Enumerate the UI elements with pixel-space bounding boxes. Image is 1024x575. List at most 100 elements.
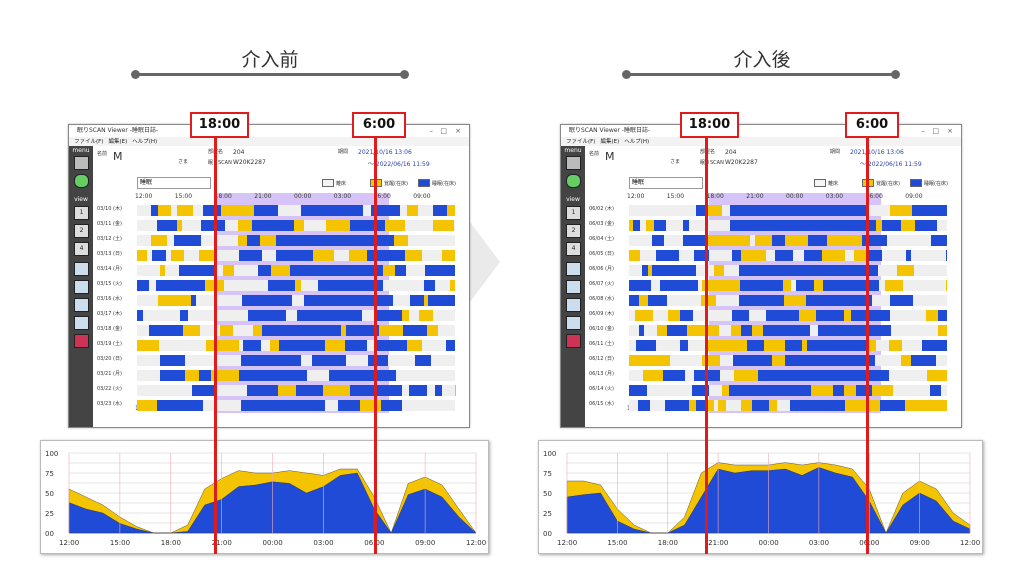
menu-item[interactable]: ヘルプ(H) [624,139,650,145]
sort-icon[interactable] [566,316,581,330]
sleep-diary-chart: 睡眠離床覚醒(在床)睡眠(在床)12:0012:0015:0015:0018:0… [97,177,465,417]
sleep-segment [834,310,844,321]
menu-item[interactable]: ヘルプ(H) [132,139,158,145]
add-icon[interactable] [74,174,89,188]
sleep-segment [338,280,362,291]
sleep-segment [239,370,249,381]
y-tick-label: 50 [543,490,552,498]
zoom-out-icon[interactable] [74,280,89,294]
row-date-label: 03/10 (木) [97,206,122,212]
sleep-segment [639,295,648,306]
filter-icon[interactable] [566,334,581,348]
sleep-segment [766,370,784,381]
sleep-segment [700,295,717,306]
view-button-2[interactable]: 2 [566,224,581,238]
sleep-segment [854,355,876,366]
add-icon[interactable] [566,174,581,188]
row-background [629,400,947,411]
sleep-segment [864,370,889,381]
view-button-2[interactable]: 2 [74,224,89,238]
sleep-segment [277,385,296,396]
zoom-in-icon[interactable] [74,262,89,276]
legend-swatch [910,179,922,187]
grid-icon[interactable] [74,298,89,312]
sleep-segment [692,385,710,396]
sleep-segment [629,280,652,291]
minimize-icon[interactable]: – [921,127,926,135]
sleep-segment [267,325,288,336]
sleep-segment [876,220,882,231]
menu-item[interactable]: ファイル(F) [566,139,596,145]
sleep-segment [350,385,365,396]
sleep-segment [647,265,653,276]
heading-line-before [135,73,405,76]
view-button-4[interactable]: 4 [566,242,581,256]
sleep-segment [782,205,796,216]
sleep-segment [256,385,278,396]
view-button-4[interactable]: 4 [74,242,89,256]
sleep-segment [301,370,307,381]
sleep-segment [295,400,309,411]
sleep-segment [783,280,792,291]
sleep-segment [321,235,328,246]
sleep-segment [653,220,667,231]
close-icon[interactable]: × [947,127,953,135]
mode-dropdown[interactable]: 睡眠 [137,177,211,189]
panel-heading-after: 介入後 [733,49,791,71]
sleep-segment [328,265,340,276]
sleep-segment [327,280,339,291]
minimize-icon[interactable]: – [429,127,434,135]
zoom-in-icon[interactable] [566,262,581,276]
sleep-segment [364,385,383,396]
sleep-segment [274,400,296,411]
time-marker-18-after: 18:00 [680,112,739,138]
view-button-1[interactable]: 1 [74,206,89,220]
sleep-segment [402,310,409,321]
sleep-segment [739,265,756,276]
sleep-segment [746,340,753,351]
heading-dot-right-before [400,70,409,79]
sleep-segment [349,220,370,231]
sleep-segment [366,250,381,261]
view-button-1[interactable]: 1 [566,206,581,220]
sort-icon[interactable] [74,316,89,330]
sleep-segment [433,205,448,216]
y-tick-label: 100 [45,450,58,458]
sleep-segment [317,340,325,351]
save-icon[interactable] [74,156,89,170]
sleep-segment [206,340,213,351]
sleep-segment [850,340,868,351]
x-tick-label: 15:00 [110,539,130,547]
close-icon[interactable]: × [455,127,461,135]
row-date-label: 03/20 (日) [97,356,122,362]
maximize-icon[interactable]: □ [440,127,447,135]
sleep-segment [253,205,270,216]
sleep-segment [804,250,814,261]
save-icon[interactable] [566,156,581,170]
grid-icon[interactable] [566,298,581,312]
sleep-segment [900,355,911,366]
sleep-segment [861,250,867,261]
menu-item[interactable]: ファイル(F) [74,139,104,145]
zoom-out-icon[interactable] [566,280,581,294]
sleep-segment [408,385,427,396]
x-tick-label: 12:00 [960,539,980,547]
sleep-segment [821,250,846,261]
y-tick-label: 75 [45,470,54,478]
mode-dropdown[interactable]: 睡眠 [629,177,703,189]
menu-item[interactable]: 編集(E) [108,139,128,145]
sleep-segment [335,235,357,246]
sleep-segment [702,280,723,291]
sleep-segment [678,280,698,291]
sleep-segment [875,325,892,336]
x-tick-label: 03:00 [809,539,829,547]
sleep-segment [844,280,859,291]
sleep-segment [818,325,842,336]
filter-icon[interactable] [74,334,89,348]
sleep-segment [367,355,389,366]
menu-item[interactable]: 編集(E) [600,139,620,145]
sleep-segment [190,295,197,306]
row-date-label: 06/13 (月) [589,371,614,377]
sleep-segment [789,400,814,411]
maximize-icon[interactable]: □ [932,127,939,135]
